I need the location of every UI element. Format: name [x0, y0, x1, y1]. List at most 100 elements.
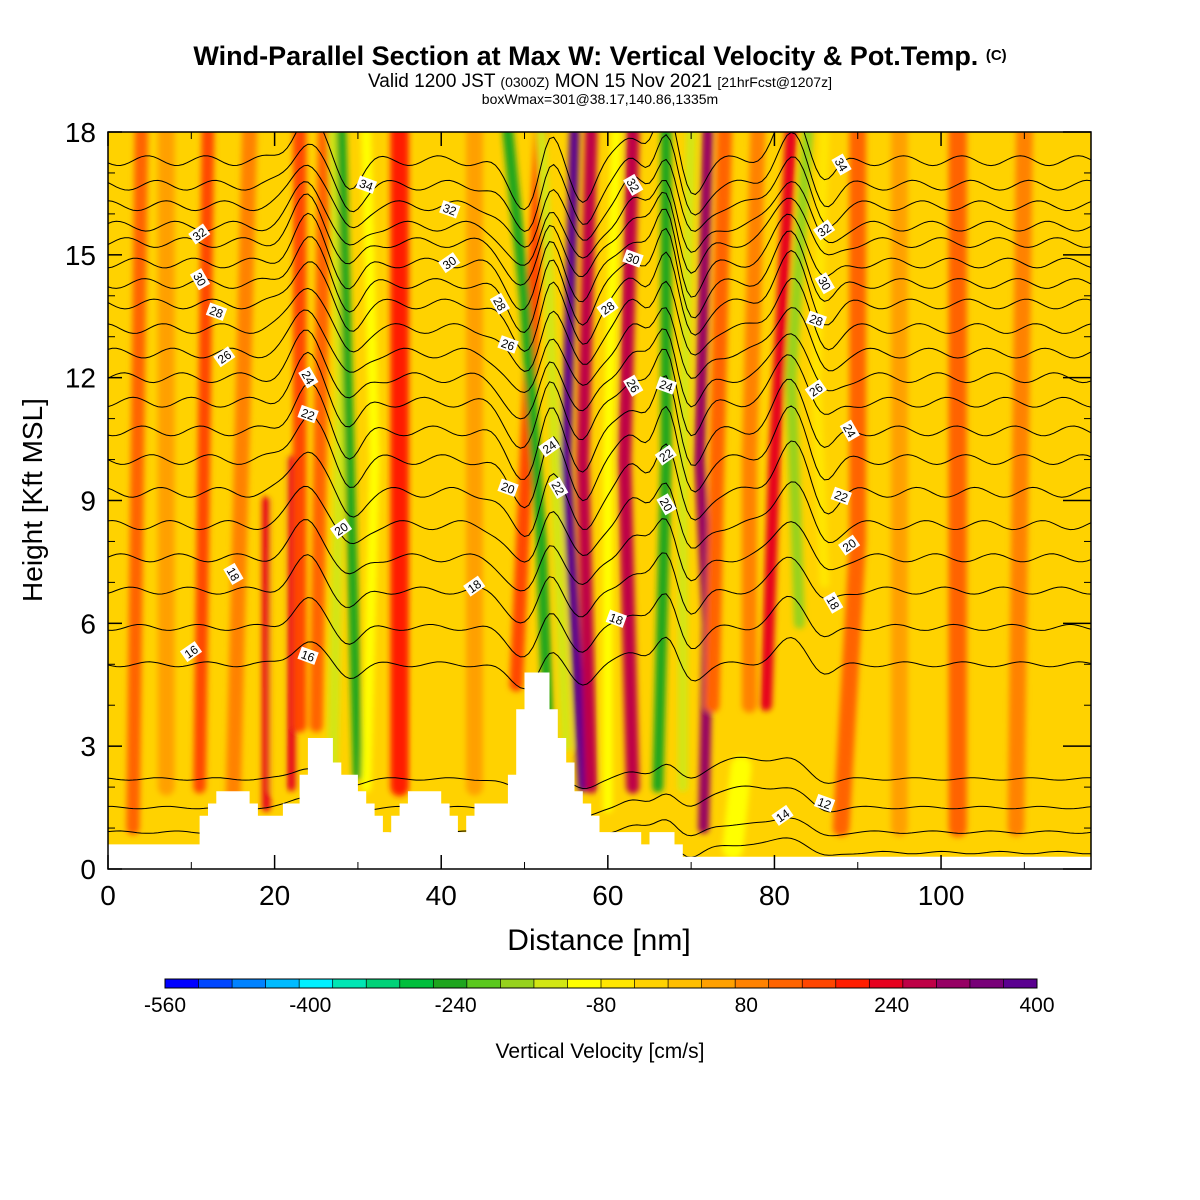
colorbar-tick-label-6: 240: [874, 994, 909, 1017]
valid-zulu: (0300Z): [500, 74, 550, 90]
colorbar-swatch-13: [567, 979, 602, 988]
colorbar-swatch-15: [634, 979, 669, 988]
isentrope-label-text: 28: [208, 303, 226, 321]
colorbar-swatch-18: [735, 979, 770, 988]
isentrope-label-box: [623, 374, 644, 397]
isentrope-label-box: [297, 646, 319, 665]
isentrope-label-22: 26: [804, 379, 827, 401]
velocity-band-30: [811, 132, 830, 588]
isentrope-label-text: 22: [832, 488, 850, 506]
isentrope-34: [108, 132, 1091, 233]
isentrope-label-box: [548, 476, 569, 499]
velocity-band-24: [677, 132, 697, 793]
isentrope-14: [108, 785, 1091, 819]
colorbar-swatch-4: [265, 979, 300, 988]
isentrope-label-text: 32: [441, 201, 459, 219]
isentrope-label-box: [489, 292, 511, 315]
isentrope-label-box: [497, 478, 519, 497]
isentrope-label-text: 18: [224, 565, 243, 584]
chart-title-text: Wind-Parallel Section at Max W: Vertical…: [193, 41, 979, 71]
isentrope-label-19: 26: [213, 346, 236, 368]
y-tick-label-12: 12: [65, 363, 96, 394]
velocity-band-10: [327, 132, 347, 772]
isentrope-label-15: 24: [298, 366, 319, 389]
x-tick-label-0: 0: [100, 880, 116, 911]
colorbar: -560 -400 -240 -80 80 240 400: [144, 978, 1055, 1017]
isentrope-label-36: 34: [831, 153, 852, 176]
chart-title: Wind-Parallel Section at Max W: Vertical…: [0, 40, 1200, 72]
velocity-band-35: [722, 756, 752, 859]
isentrope-35: [108, 132, 1091, 211]
isentrope-26: [108, 307, 1091, 394]
isentrope-label-30: 30: [814, 272, 835, 295]
x-axis-label: Distance [nm]: [507, 924, 690, 957]
velocity-band-18: [536, 132, 572, 752]
colorbar-swatch-23: [902, 979, 937, 988]
isentrope-label-box: [179, 641, 203, 663]
isentrope-label-21: 26: [623, 374, 644, 397]
forecast-info: [21hrFcst@1207z]: [717, 74, 832, 90]
isentrope-label-7: 20: [329, 518, 353, 540]
velocity-band-34: [1007, 132, 1033, 837]
isentrope-label-26: 28: [805, 310, 827, 329]
isentrope-label-35: 34: [355, 175, 378, 194]
isentrope-31: [108, 191, 1091, 286]
y-tick-label-9: 9: [80, 486, 96, 517]
x-tick-label-100: 100: [918, 880, 965, 911]
isentrope-label-box: [813, 793, 836, 813]
isentrope-21: [108, 440, 1091, 538]
isentrope-label-text: 24: [840, 422, 859, 441]
isentrope-label-box: [839, 419, 860, 442]
isentrope-label-box: [831, 153, 852, 176]
x-tick-label-60: 60: [592, 880, 623, 911]
isentrope-label-34: 32: [813, 219, 836, 241]
isentrope-label-text: 12: [816, 795, 834, 813]
colorbar-tick-label-3: -240: [435, 994, 477, 1017]
isentrope-23: [108, 375, 1091, 480]
isentrope-label-text: 32: [623, 176, 642, 195]
colorbar-swatch-11: [500, 979, 535, 988]
y-tick-label-6: 6: [80, 608, 96, 639]
valid-date: MON 15 Nov 2021: [554, 71, 713, 92]
isentrope-label-box: [596, 297, 619, 319]
colorbar-swatch-14: [601, 979, 636, 988]
y-tick-label-15: 15: [65, 240, 96, 271]
isentrope-label-text: 28: [807, 311, 825, 329]
colorbar-swatch-9: [433, 979, 468, 988]
isentrope-label-3: 18: [223, 562, 244, 585]
colorbar-swatch-26: [1003, 979, 1038, 988]
colorbar-swatch-24: [936, 979, 971, 988]
isentrope-label-box: [298, 366, 319, 389]
isentrope-label-10: 20: [838, 534, 861, 556]
isentrope-label-text: 30: [815, 274, 834, 293]
isentrope-label-text: 26: [499, 336, 517, 354]
velocity-band-20: [576, 132, 598, 794]
isentrope-label-8: 20: [497, 478, 519, 497]
isentrope-label-box: [814, 272, 835, 295]
isentrope-label-9: 20: [656, 493, 677, 516]
colorbar-swatch-8: [399, 979, 434, 988]
y-tick-label-3: 3: [80, 731, 96, 762]
isentrope-label-box: [654, 444, 677, 466]
isentrope-label-box: [655, 376, 677, 395]
isentrope-label-29: 30: [622, 249, 644, 268]
colorbar-tick-label-4: -80: [586, 994, 616, 1017]
colorbar-label: Vertical Velocity [cm/s]: [496, 1040, 705, 1063]
velocity-band-28: [760, 132, 797, 712]
isentrope-label-box: [656, 493, 677, 516]
isentrope-label-box: [622, 249, 644, 268]
isentrope-label-box: [813, 219, 836, 241]
valid-prefix: Valid 1200 JST: [368, 71, 496, 92]
isentrope-16: [108, 636, 1091, 690]
colorbar-swatch-7: [366, 979, 401, 988]
isentrope-label-text: 20: [657, 495, 676, 514]
isentrope-24: [108, 348, 1091, 449]
velocity-band-29: [785, 132, 814, 629]
colorbar-tick-label-5: 80: [735, 994, 758, 1017]
colorbar-swatch-19: [768, 979, 803, 988]
x-tick-label-20: 20: [259, 880, 290, 911]
velocity-band-5: [268, 167, 289, 793]
velocity-band-9: [309, 132, 332, 733]
axis-ticks: 0 20 40 60 80 100 0 3 6 9 12 15 18: [65, 117, 1091, 911]
